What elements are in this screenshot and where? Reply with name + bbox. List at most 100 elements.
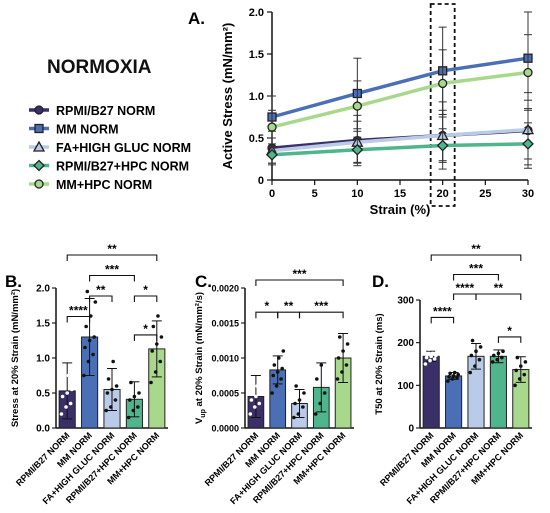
data-point bbox=[281, 349, 286, 353]
significance-bracket bbox=[255, 279, 344, 286]
bar bbox=[489, 355, 507, 429]
data-point bbox=[318, 401, 322, 406]
data-point bbox=[64, 405, 68, 409]
data-point bbox=[469, 353, 474, 358]
y-tick-label: 1.0 bbox=[36, 354, 50, 365]
data-point bbox=[87, 338, 92, 343]
data-point bbox=[456, 372, 461, 377]
data-point bbox=[114, 384, 119, 388]
data-point bbox=[501, 349, 505, 354]
significance-label: ** bbox=[284, 299, 294, 313]
series-line bbox=[271, 142, 529, 157]
data-point bbox=[156, 314, 160, 318]
data-point bbox=[153, 370, 158, 374]
data-point bbox=[86, 359, 91, 364]
data-point bbox=[345, 342, 350, 346]
y-tick-label: 1.0 bbox=[249, 91, 264, 103]
significance-bracket bbox=[133, 334, 158, 341]
data-point bbox=[66, 373, 71, 378]
significance-label: **** bbox=[455, 281, 474, 295]
significance-label: * bbox=[143, 283, 148, 297]
data-point bbox=[110, 387, 114, 392]
y-tick-label: 0.5 bbox=[249, 133, 264, 145]
y-tick-label: 0.0015 bbox=[211, 319, 239, 329]
data-point bbox=[267, 122, 277, 132]
data-point bbox=[270, 391, 274, 395]
data-point bbox=[301, 405, 305, 409]
data-point bbox=[71, 363, 75, 367]
data-point bbox=[131, 408, 136, 413]
data-point bbox=[275, 370, 280, 374]
data-point bbox=[149, 380, 153, 385]
legend-marker bbox=[33, 159, 45, 172]
y-axis-label: Active Stress (mN/mm²) bbox=[220, 23, 235, 170]
data-point bbox=[266, 148, 278, 161]
data-point bbox=[455, 375, 459, 380]
data-point bbox=[82, 373, 86, 378]
data-point bbox=[85, 289, 90, 294]
data-point bbox=[425, 352, 430, 357]
data-point bbox=[259, 377, 264, 381]
x-tick-label: 0 bbox=[269, 188, 275, 200]
x-tick-label: 5 bbox=[312, 188, 318, 200]
data-point bbox=[500, 355, 504, 360]
y-tick-label: 0.0000 bbox=[211, 424, 239, 434]
significance-label: * bbox=[507, 324, 512, 338]
x-tick-label: 25 bbox=[479, 188, 491, 200]
data-point bbox=[248, 412, 253, 416]
data-point bbox=[280, 366, 284, 371]
panel-label: D. bbox=[372, 272, 389, 291]
data-point bbox=[279, 377, 283, 381]
data-point bbox=[341, 349, 345, 353]
data-point bbox=[109, 405, 113, 409]
legend-label: MM+HPC NORM bbox=[56, 178, 152, 192]
x-tick-label: 10 bbox=[351, 188, 363, 200]
significance-label: * bbox=[143, 322, 148, 336]
data-point bbox=[296, 412, 301, 416]
data-point bbox=[340, 370, 344, 374]
data-point bbox=[523, 360, 528, 364]
y-axis-label: T50 at 20% Strain (ms) bbox=[374, 313, 385, 414]
data-point bbox=[257, 401, 262, 406]
data-point bbox=[429, 354, 434, 359]
condition-title: NORMOXIA bbox=[47, 57, 152, 78]
data-point bbox=[522, 372, 527, 377]
data-point bbox=[423, 362, 428, 366]
data-point bbox=[127, 398, 132, 402]
data-point bbox=[490, 360, 495, 364]
data-point bbox=[91, 352, 95, 357]
data-point bbox=[428, 358, 432, 363]
significance-label: **** bbox=[69, 304, 88, 318]
data-point bbox=[337, 335, 342, 339]
y-tick-label: 0.0005 bbox=[211, 389, 239, 399]
significance-bracket bbox=[89, 295, 113, 302]
data-point bbox=[111, 359, 115, 364]
y-tick-label: 0.0010 bbox=[211, 354, 239, 364]
data-point bbox=[258, 391, 263, 395]
data-point bbox=[129, 380, 133, 385]
data-point bbox=[61, 382, 66, 387]
data-point bbox=[474, 349, 478, 354]
data-point bbox=[92, 335, 97, 339]
significance-label: **** bbox=[433, 304, 452, 318]
data-point bbox=[272, 363, 277, 367]
legend-marker bbox=[32, 140, 46, 152]
x-tick-label: 20 bbox=[437, 188, 449, 200]
series-line bbox=[271, 127, 529, 153]
data-point bbox=[251, 366, 256, 371]
data-point bbox=[68, 401, 73, 406]
data-point bbox=[150, 349, 154, 353]
data-point bbox=[448, 371, 452, 376]
data-point bbox=[93, 300, 98, 304]
y-tick-label: 1.5 bbox=[36, 319, 50, 330]
data-point bbox=[430, 351, 435, 356]
data-point bbox=[250, 387, 255, 392]
data-point bbox=[450, 377, 455, 381]
data-point bbox=[59, 412, 64, 416]
data-point bbox=[435, 349, 439, 354]
data-point bbox=[313, 412, 318, 416]
data-point bbox=[515, 355, 520, 360]
data-point bbox=[319, 363, 324, 367]
data-point bbox=[104, 408, 109, 413]
y-tick-label: 2.0 bbox=[249, 7, 264, 19]
